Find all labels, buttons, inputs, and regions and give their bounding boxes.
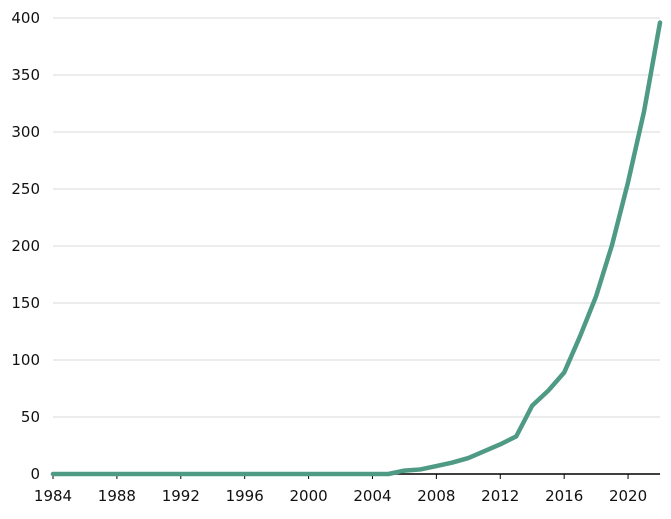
y-tick-label: 200	[11, 237, 40, 255]
y-tick-label: 0	[30, 465, 40, 483]
x-tick-label: 1996	[226, 487, 264, 505]
x-tick-label: 2008	[417, 487, 455, 505]
x-tick-label: 1984	[34, 487, 72, 505]
y-tick-label: 150	[11, 294, 40, 312]
y-tick-label: 400	[11, 9, 40, 27]
y-tick-labels: 0 50 100 150 200 250 300 350 400	[11, 9, 40, 483]
series-layer	[50, 20, 663, 477]
series-line	[50, 20, 663, 477]
x-tick-label: 2020	[609, 487, 647, 505]
x-tick-label: 1992	[162, 487, 200, 505]
y-tick-label: 100	[11, 351, 40, 369]
x-tick-label: 2000	[289, 487, 327, 505]
y-tick-label: 350	[11, 66, 40, 84]
x-tick-label: 2012	[481, 487, 519, 505]
x-tick-label: 2004	[353, 487, 391, 505]
y-tick-label: 300	[11, 123, 40, 141]
x-tick-label: 1988	[98, 487, 136, 505]
y-tick-label: 50	[21, 408, 40, 426]
x-tick-label: 2016	[545, 487, 583, 505]
x-tick-labels: 1984 1988 1992 1996 2000 2004 2008 2012 2016 2020	[34, 487, 647, 505]
gridlines	[53, 17, 660, 418]
y-tick-label: 250	[11, 180, 40, 198]
